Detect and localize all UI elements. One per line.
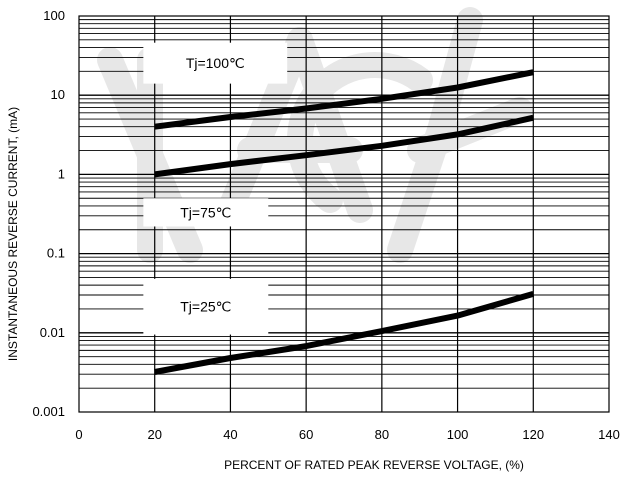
series-line	[154, 69, 534, 130]
x-tick-label: 40	[223, 427, 237, 442]
grid-lines	[79, 16, 609, 412]
y-tick-label: 0.01	[40, 325, 65, 340]
x-tick-labels: 0 20 40 60 80 100 120 140	[75, 427, 619, 442]
y-tick-labels: 0.001 0.01 0.1 1 10 100	[32, 8, 65, 419]
y-tick-label: 0.001	[32, 404, 65, 419]
label-box	[143, 42, 288, 84]
y-axis-label: INSTANTANEOUS REVERSE CURRENT, (mA)	[6, 107, 20, 361]
series-line	[154, 291, 535, 375]
y-tick-label: 10	[51, 87, 65, 102]
label-box	[143, 198, 269, 227]
plot-frame	[78, 15, 610, 413]
x-axis-label: PERCENT OF RATED PEAK REVERSE VOLTAGE, (…	[224, 458, 524, 472]
label-boxes: Tj=100℃ Tj=75℃ Tj=25℃	[143, 42, 288, 335]
x-tick-label: 80	[375, 427, 389, 442]
y-tick-label: 1	[58, 166, 65, 181]
series-line	[154, 114, 534, 178]
series-annotation: Tj=100℃	[186, 55, 245, 71]
x-tick-label: 100	[447, 427, 469, 442]
series-lines	[154, 69, 535, 375]
label-box	[143, 278, 269, 335]
series-annotation: Tj=75℃	[180, 204, 231, 220]
x-tick-label: 120	[522, 427, 544, 442]
x-tick-label: 20	[147, 427, 161, 442]
x-tick-label: 140	[598, 427, 620, 442]
x-tick-label: 0	[75, 427, 82, 442]
watermark-stroke	[427, 7, 483, 143]
y-tick-label: 100	[43, 8, 65, 23]
series-annotation: Tj=25℃	[180, 299, 231, 315]
x-tick-label: 60	[299, 427, 313, 442]
y-tick-label: 0.1	[47, 246, 65, 261]
